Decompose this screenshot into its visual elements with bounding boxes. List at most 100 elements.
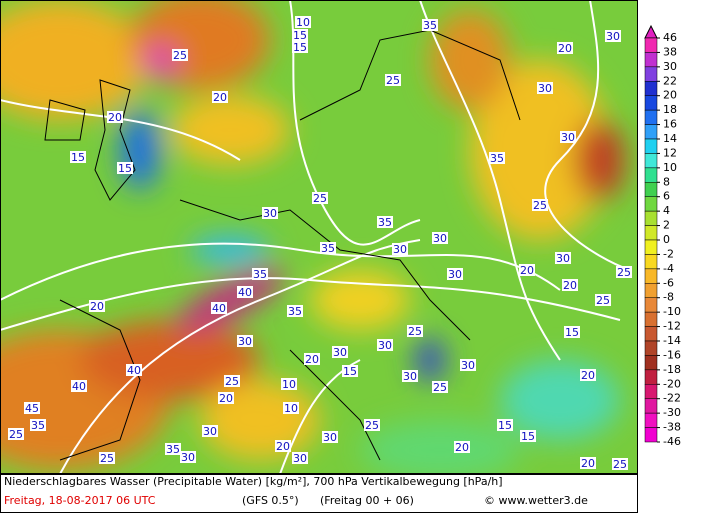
- colorbar-label: -38: [663, 421, 681, 434]
- contour-label: 20: [581, 369, 595, 382]
- colorbar-segment: [644, 412, 658, 428]
- contour-label: 30: [181, 451, 195, 464]
- colorbar-label: -4: [663, 262, 674, 275]
- contour-label: 35: [31, 419, 45, 432]
- contour-label: 30: [378, 339, 392, 352]
- contour-label-bg: [312, 192, 328, 204]
- contour-label: 15: [565, 326, 579, 339]
- contour-label: 30: [403, 370, 417, 383]
- contour-label: 20: [581, 457, 595, 470]
- colorbar-label: 18: [663, 103, 677, 116]
- colorbar-segment: [644, 167, 658, 183]
- contour-label: 30: [203, 425, 217, 438]
- contour-label: 30: [448, 268, 462, 281]
- contour-label: 45: [25, 402, 39, 415]
- contour-label-bg: [71, 380, 87, 392]
- contour-label: 30: [393, 243, 407, 256]
- colorbar-segment: [644, 138, 658, 154]
- colorbar-segment: [644, 239, 658, 255]
- contour-label-bg: [562, 279, 578, 291]
- contour-label-bg: [605, 30, 621, 42]
- map-border: [0, 0, 638, 474]
- contour-label-bg: [519, 264, 535, 276]
- colorbar-segment: [644, 182, 658, 197]
- contour-label: 25: [173, 49, 187, 62]
- contour-label: 30: [433, 232, 447, 245]
- colorbar-label: 14: [663, 132, 677, 145]
- contour-label: 20: [108, 111, 122, 124]
- contour-label: 40: [127, 364, 141, 377]
- contour-label-bg: [202, 425, 218, 437]
- contour-label-bg: [322, 431, 338, 443]
- footer-model: (GFS 0.5°): [242, 494, 299, 507]
- contour-label-bg: [377, 339, 393, 351]
- colorbar-label: -14: [663, 334, 681, 347]
- contour-label-bg: [224, 375, 240, 387]
- contour-label: 40: [212, 302, 226, 315]
- colorbar-label: -16: [663, 348, 681, 361]
- contour-label-bg: [580, 457, 596, 469]
- contour-label-bg: [89, 300, 105, 312]
- contour-label-bg: [180, 451, 196, 463]
- colorbar-label: 6: [663, 190, 670, 203]
- contour-label: 25: [9, 428, 23, 441]
- contour-label-bg: [281, 378, 297, 390]
- contour-label: 25: [433, 381, 447, 394]
- contour-label: 10: [296, 16, 310, 29]
- contour-label: 20: [455, 441, 469, 454]
- contour-label-bg: [489, 152, 505, 164]
- contour-label-bg: [237, 335, 253, 347]
- contour-label-bg: [218, 392, 234, 404]
- contour-label: 20: [213, 91, 227, 104]
- contour-label-bg: [165, 443, 181, 455]
- contour-label: 30: [238, 335, 252, 348]
- colorbar-segment: [644, 311, 658, 327]
- contour-label-bg: [377, 216, 393, 228]
- colorbar-segment: [644, 268, 658, 284]
- contour-label-bg: [497, 419, 513, 431]
- contour-label: 25: [533, 199, 547, 212]
- contour-label: 35: [378, 216, 392, 229]
- colorbar-segment: [644, 37, 658, 53]
- colorbar-label: -8: [663, 291, 674, 304]
- contour-label: 25: [596, 294, 610, 307]
- footer-date: Freitag, 18-08-2017 06 UTC: [4, 494, 156, 507]
- contour-label: 30: [538, 82, 552, 95]
- colorbar-label: 38: [663, 45, 677, 58]
- contour-label-bg: [342, 365, 358, 377]
- contour-label-bg: [172, 49, 188, 61]
- contour-label-bg: [454, 441, 470, 453]
- contour-label: 35: [490, 152, 504, 165]
- contour-label-bg: [295, 16, 311, 28]
- contour-label: 15: [343, 365, 357, 378]
- contour-label-bg: [447, 268, 463, 280]
- colorbar-label: -6: [663, 276, 674, 289]
- contour-label-bg: [392, 243, 408, 255]
- contour-label: 15: [498, 419, 512, 432]
- colorbar-segment: [644, 66, 658, 82]
- contour-label: 25: [100, 452, 114, 465]
- contour-label-bg: [520, 430, 536, 442]
- colorbar-segment: [644, 283, 658, 298]
- contour-label: 25: [225, 375, 239, 388]
- contour-label-bg: [532, 199, 548, 211]
- contour-label: 20: [520, 264, 534, 277]
- contour-label: 15: [293, 41, 307, 54]
- contour-label-bg: [70, 151, 86, 163]
- colorbar-segment: [644, 210, 658, 226]
- colorbar-label: -20: [663, 377, 681, 390]
- footer-box: [0, 474, 638, 513]
- colorbar-segment: [644, 95, 658, 111]
- colorbar-segment: [644, 153, 658, 169]
- contour-label: 15: [118, 162, 132, 175]
- contour-label: 25: [617, 266, 631, 279]
- colorbar-label: 10: [663, 161, 677, 174]
- colorbar-segment: [644, 398, 658, 414]
- contour-label: 20: [563, 279, 577, 292]
- contour-label: 35: [288, 305, 302, 318]
- contour-label: 25: [408, 325, 422, 338]
- colorbar-label: -30: [663, 406, 681, 419]
- contour-label-bg: [8, 428, 24, 440]
- colorbar-label: -10: [663, 305, 681, 318]
- footer-credit: © www.wetter3.de: [484, 494, 588, 507]
